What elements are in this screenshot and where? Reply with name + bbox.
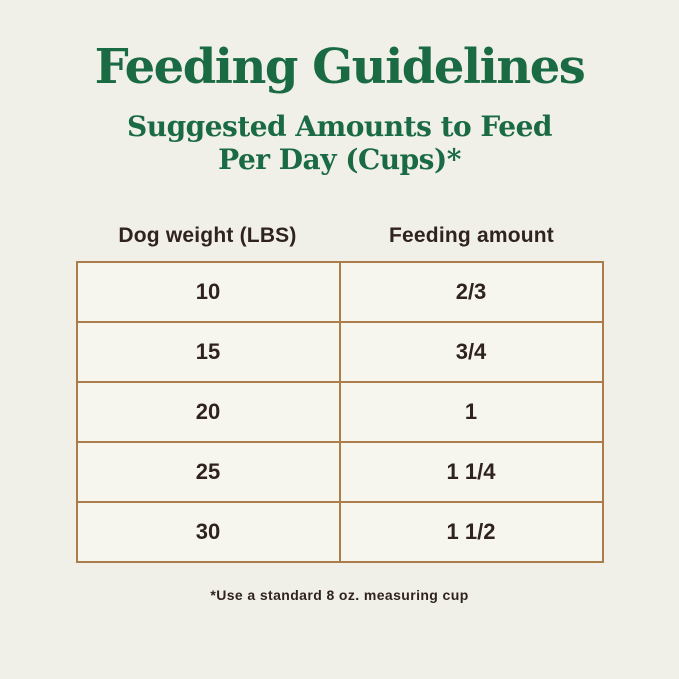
weight-cell: 30 — [75, 501, 341, 564]
amount-cell: 1 1/2 — [338, 501, 604, 564]
table-column-headers: Dog weight (LBS) Feeding amount — [76, 224, 604, 261]
amount-cell: 1 — [338, 381, 604, 444]
subtitle-line-2: Per Day (Cups)* — [218, 143, 461, 177]
weight-cell: 20 — [75, 381, 341, 444]
amount-cell: 2/3 — [338, 261, 604, 324]
footnote: *Use a standard 8 oz. measuring cup — [210, 587, 469, 604]
table-row: 30 1 1/2 — [75, 501, 604, 564]
table-row: 15 3/4 — [75, 321, 604, 384]
feeding-table: 10 2/3 15 3/4 20 1 25 1 1/4 30 1 1/2 — [75, 261, 604, 564]
page-subtitle: Suggested Amounts to Feed Per Day (Cups)… — [0, 110, 679, 176]
column-header-feeding-amount: Feeding amount — [389, 224, 554, 248]
page-title: Feeding Guidelines — [94, 39, 586, 95]
table-row: 10 2/3 — [75, 261, 604, 324]
table-row: 20 1 — [75, 381, 604, 444]
subtitle-line-1: Suggested Amounts to Feed — [127, 110, 553, 144]
column-header-dog-weight: Dog weight (LBS) — [118, 224, 297, 248]
amount-cell: 1 1/4 — [338, 441, 604, 504]
weight-cell: 15 — [75, 321, 341, 384]
table-row: 25 1 1/4 — [75, 441, 604, 504]
amount-cell: 3/4 — [338, 321, 604, 384]
weight-cell: 10 — [75, 261, 341, 324]
weight-cell: 25 — [75, 441, 341, 504]
